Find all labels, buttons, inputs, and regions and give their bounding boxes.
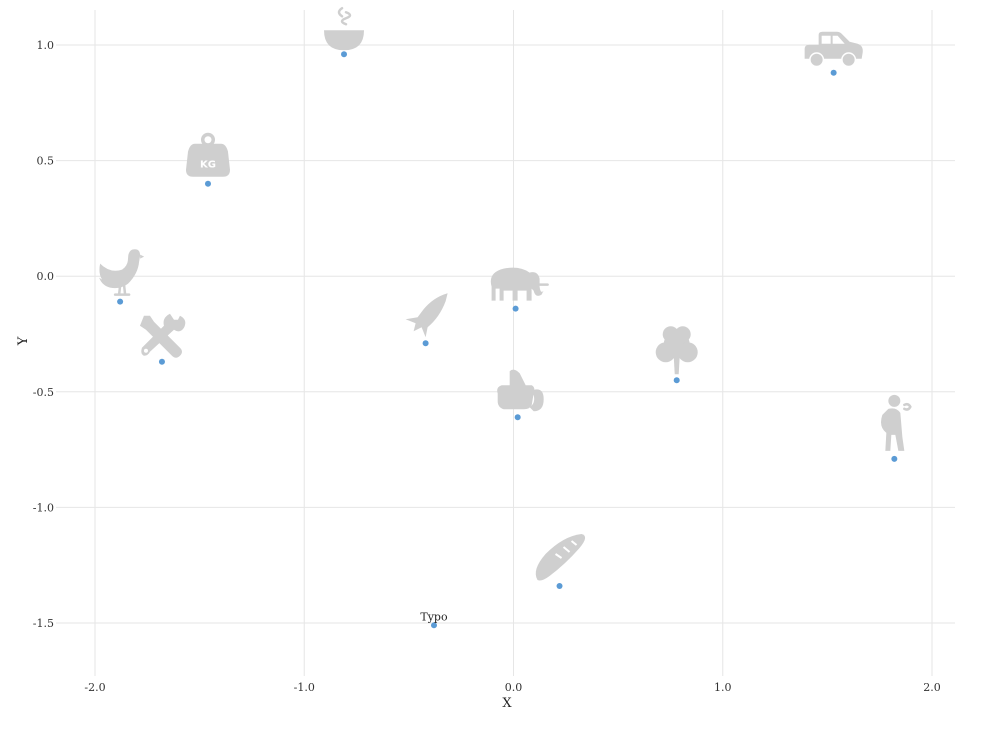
bread-icon	[535, 534, 586, 581]
data-point	[117, 298, 124, 305]
chicken-icon	[99, 249, 145, 296]
point-label: Typo	[420, 610, 448, 623]
kettlebell-kg-icon: KG	[185, 132, 230, 177]
y-tick-label: 1.0	[37, 39, 55, 52]
x-tick-label: 0.0	[505, 681, 523, 694]
kettlebell-text: KG	[200, 160, 216, 171]
data-point	[204, 180, 211, 187]
x-tick-label: -2.0	[84, 681, 105, 694]
data-points	[117, 51, 898, 629]
bowl-steam-icon	[324, 6, 365, 51]
data-point	[430, 622, 437, 629]
data-point	[830, 69, 837, 76]
data-point	[673, 377, 680, 384]
data-point	[556, 583, 563, 590]
data-point	[422, 340, 429, 347]
y-tick-label: -1.0	[33, 501, 54, 514]
rocket-icon	[405, 293, 448, 338]
data-point	[341, 51, 348, 58]
y-tick-label: -0.5	[33, 386, 54, 399]
data-point	[891, 455, 898, 462]
y-axis-label: Y	[16, 336, 31, 346]
data-point	[514, 414, 521, 421]
person-icon	[881, 394, 912, 451]
x-tick-label: 2.0	[923, 681, 941, 694]
data-point	[158, 358, 165, 365]
point-labels: Typo	[420, 610, 448, 623]
y-tick-label: 0.5	[37, 155, 55, 168]
x-tick-label: 1.0	[714, 681, 732, 694]
car-icon	[804, 31, 863, 68]
y-tick-label: 0.0	[37, 270, 55, 283]
elephant-icon	[490, 267, 549, 301]
x-tick-label: -1.0	[294, 681, 315, 694]
data-point	[512, 305, 519, 312]
tree-icon	[655, 326, 698, 375]
tools-icon	[139, 313, 186, 358]
x-axis-label: X	[502, 696, 512, 711]
thumbs-up-icon	[497, 369, 544, 412]
tick-labels: -2.0 -1.0 0.0 1.0 2.0 -1.5 -1.0 -0.5 0.0 0.5 1.0	[33, 39, 941, 694]
point-icons: KG	[99, 6, 912, 581]
y-tick-label: -1.5	[33, 617, 54, 630]
grid	[56, 10, 955, 676]
